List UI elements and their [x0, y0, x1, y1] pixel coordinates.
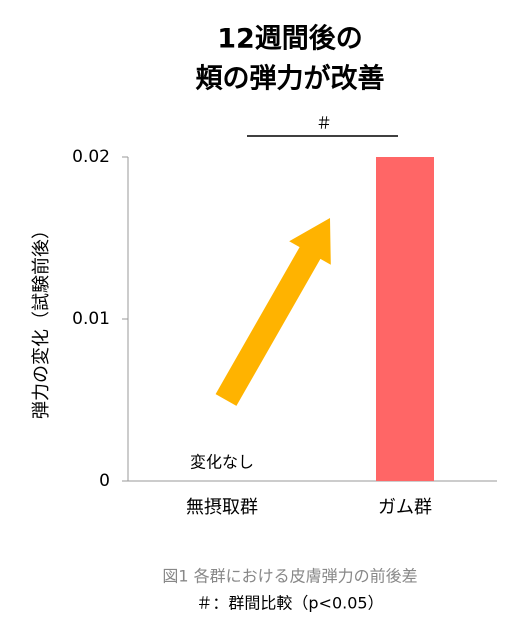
caption-note: ＃：群間比較（p<0.05） [196, 594, 383, 613]
x-tick-label: ガム群 [378, 497, 432, 518]
y-tick-label: 0.01 [72, 309, 110, 329]
bar [376, 157, 434, 481]
y-axis-label: 弾力の変化（試験前後） [31, 221, 52, 419]
value-label: 変化なし [190, 453, 254, 472]
x-tick-label: 無摂取群 [186, 497, 258, 518]
caption: 図1 各群における皮膚弾力の前後差 [162, 567, 417, 586]
chart-title: 12週間後の [217, 24, 363, 55]
y-tick-label: 0 [99, 471, 110, 491]
trend-arrow [215, 218, 331, 406]
y-tick-label: 0.02 [72, 147, 110, 167]
significance-mark: ＃ [316, 114, 332, 133]
chart-title: 頬の弾力が改善 [196, 63, 385, 95]
